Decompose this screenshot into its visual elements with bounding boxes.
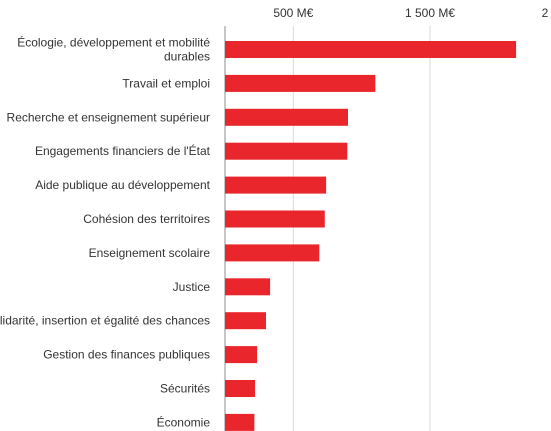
category-label: Solidarité, insertion et égalité des cha… (0, 314, 210, 328)
bar (225, 312, 266, 330)
bar (225, 142, 348, 160)
bar (225, 176, 327, 194)
category-label: Engagements financiers de l'État (35, 143, 211, 158)
bar (225, 380, 256, 397)
category-label: Recherche et enseignement supérieur (7, 110, 210, 124)
category-label: Cohésion des territoires (83, 212, 210, 226)
category-label: Gestion des finances publiques (43, 348, 210, 362)
bar (225, 278, 271, 296)
bar (225, 346, 258, 364)
category-label: durables (164, 50, 210, 64)
x-tick-label: 2 500 M€ (542, 6, 551, 20)
x-tick-label: 500 M€ (273, 6, 313, 20)
category-label: Justice (173, 280, 211, 294)
bar (225, 244, 320, 262)
gridlines (292, 26, 431, 431)
category-label: Écologie, développement et mobilité (17, 35, 210, 50)
category-label: Travail et emploi (122, 76, 210, 90)
category-label: Économie (157, 414, 211, 429)
x-tick-label: 1 500 M€ (405, 6, 455, 20)
category-label: Enseignement scolaire (89, 246, 211, 260)
category-labels: Écologie, développement et mobilitédurab… (0, 35, 211, 430)
bar (225, 41, 517, 58)
x-tick-labels: 500 M€ 1 500 M€ 2 500 M€ (273, 6, 551, 20)
bar (225, 210, 325, 228)
bar (225, 413, 255, 431)
category-label: Sécurités (160, 382, 210, 396)
bar (225, 108, 348, 126)
bars (225, 41, 517, 431)
bar (225, 74, 376, 92)
category-label: Aide publique au développement (35, 178, 210, 192)
